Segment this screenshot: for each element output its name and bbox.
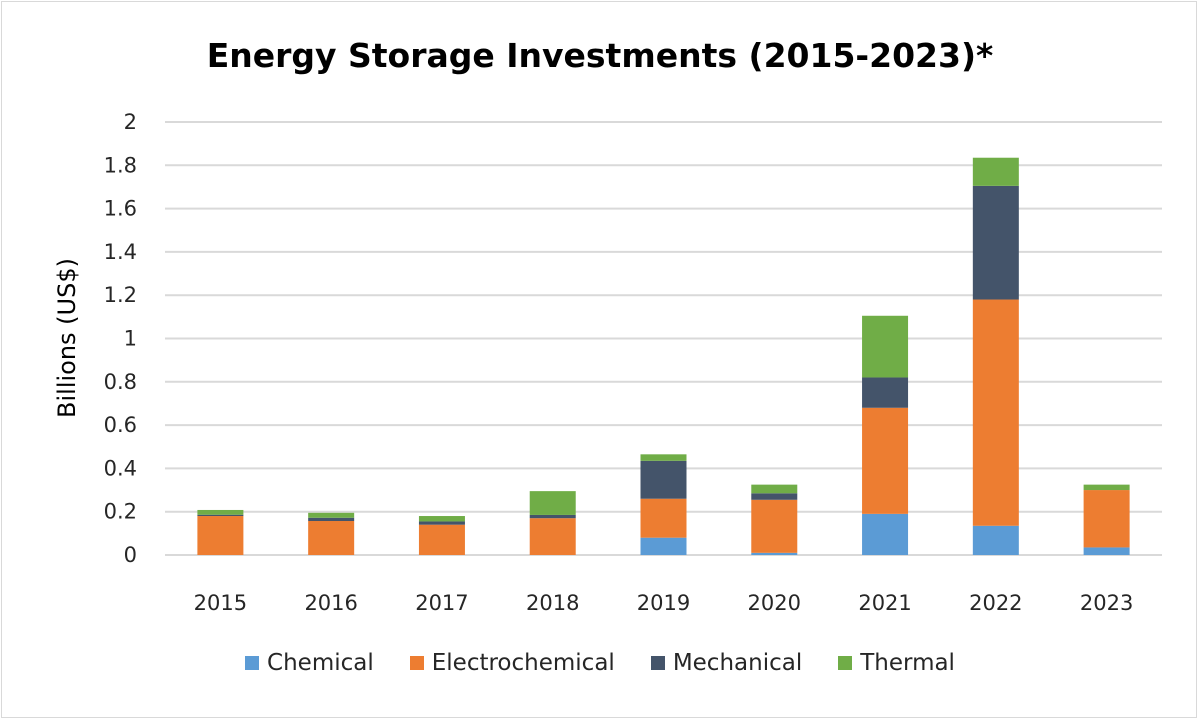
legend-item-thermal: Thermal xyxy=(838,650,955,676)
legend-item-chemical: Chemical xyxy=(245,650,374,676)
bar-electrochemical-2017 xyxy=(418,524,465,555)
bar-mechanical-2020 xyxy=(751,493,798,500)
bar-thermal-2018 xyxy=(529,491,576,515)
bar-chemical-2023 xyxy=(1083,547,1130,555)
bar-chemical-2021 xyxy=(862,513,909,555)
legend-swatch xyxy=(409,656,424,670)
bar-chemical-2020 xyxy=(751,552,798,555)
bar-electrochemical-2021 xyxy=(862,407,909,514)
x-tick-label: 2020 xyxy=(748,591,801,615)
bar-thermal-2016 xyxy=(308,512,355,518)
bar-mechanical-2021 xyxy=(862,377,909,408)
x-tick-label: 2022 xyxy=(969,591,1022,615)
chart-title: Energy Storage Investments (2015-2023)* xyxy=(206,36,994,75)
y-axis-label: Billions (US$) xyxy=(53,258,81,418)
bar-electrochemical-2018 xyxy=(529,518,576,555)
x-tick-label: 2016 xyxy=(304,591,357,615)
bar-electrochemical-2015 xyxy=(197,516,244,555)
legend-item-mechanical: Mechanical xyxy=(650,650,803,676)
legend: Chemical Electrochemical Mechanical Thermal xyxy=(0,650,1200,676)
x-tick-label: 2017 xyxy=(415,591,468,615)
bar-electrochemical-2023 xyxy=(1083,490,1130,548)
y-tick-label: 1.8 xyxy=(104,153,137,177)
bar-mechanical-2016 xyxy=(308,517,355,522)
bar-electrochemical-2019 xyxy=(640,498,687,538)
y-tick-label: 1.2 xyxy=(104,283,137,307)
bar-mechanical-2017 xyxy=(418,521,465,525)
bar-thermal-2019 xyxy=(640,454,687,461)
x-tick-label: 2021 xyxy=(858,591,911,615)
legend-label: Thermal xyxy=(860,650,955,676)
bar-chemical-2022 xyxy=(972,525,1019,555)
bar-chemical-2019 xyxy=(640,537,687,555)
bar-thermal-2022 xyxy=(972,157,1019,186)
y-tick-label: 0.6 xyxy=(104,413,137,437)
bar-thermal-2017 xyxy=(418,516,465,522)
bar-electrochemical-2022 xyxy=(972,299,1019,526)
legend-swatch xyxy=(650,656,665,670)
bar-electrochemical-2016 xyxy=(308,521,355,555)
y-tick-label: 1.6 xyxy=(104,197,137,221)
y-tick-label: 0.4 xyxy=(104,456,137,480)
x-tick-label: 2019 xyxy=(637,591,690,615)
bar-mechanical-2015 xyxy=(197,514,244,517)
y-tick-label: 0 xyxy=(124,543,137,567)
legend-label: Electrochemical xyxy=(431,650,615,676)
bar-mechanical-2018 xyxy=(529,514,576,519)
bar-thermal-2020 xyxy=(751,484,798,494)
x-tick-label: 2015 xyxy=(194,591,247,615)
legend-label: Mechanical xyxy=(672,650,803,676)
y-tick-label: 1 xyxy=(124,327,137,351)
legend-label: Chemical xyxy=(267,650,374,676)
x-tick-label: 2023 xyxy=(1080,591,1133,615)
x-tick-label: 2018 xyxy=(526,591,579,615)
bar-thermal-2021 xyxy=(862,315,909,378)
y-tick-label: 2 xyxy=(124,110,137,134)
bar-mechanical-2019 xyxy=(640,460,687,499)
y-tick-label: 1.4 xyxy=(104,240,137,264)
bar-thermal-2023 xyxy=(1083,484,1130,491)
bar-mechanical-2022 xyxy=(972,185,1019,300)
bar-electrochemical-2020 xyxy=(751,499,798,553)
legend-item-electrochemical: Electrochemical xyxy=(409,650,615,676)
y-tick-label: 0.2 xyxy=(104,500,137,524)
legend-swatch xyxy=(838,656,853,670)
y-tick-label: 0.8 xyxy=(104,370,137,394)
bar-thermal-2015 xyxy=(197,509,244,515)
legend-swatch xyxy=(245,656,260,670)
